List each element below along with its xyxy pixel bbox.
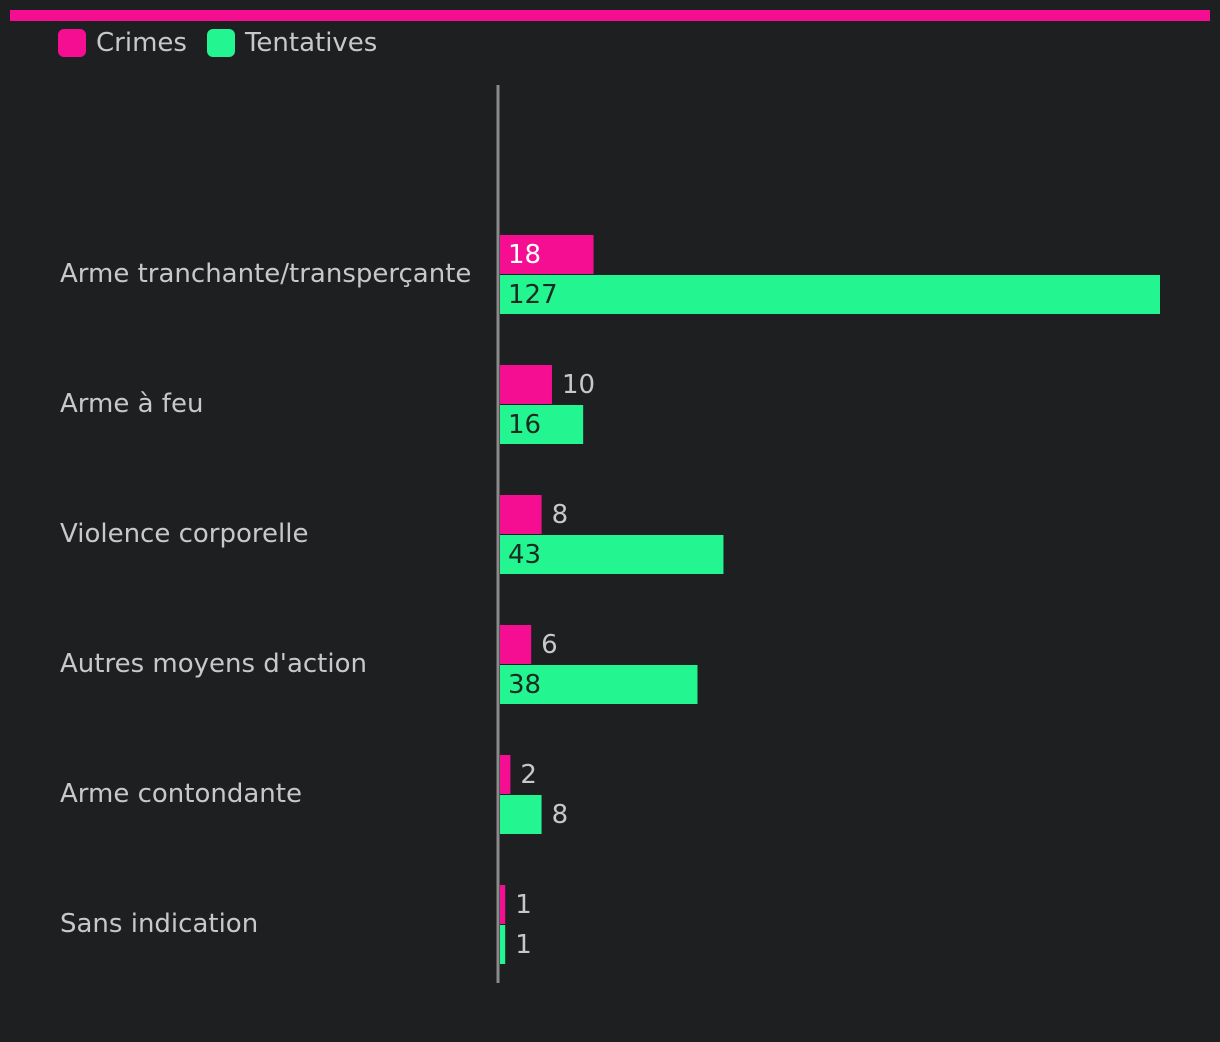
value-label-tentatives-arme-a-feu: 16	[508, 410, 541, 440]
bar-crimes-arme-tranchante-transpercante	[500, 235, 594, 274]
bar-tentatives-arme-tranchante-transpercante	[500, 275, 1160, 314]
category-label-autres-moyens-d-action: Autres moyens d'action	[60, 649, 367, 679]
value-label-crimes-arme-tranchante-transpercante: 18	[508, 240, 541, 270]
legend-label-tentatives: Tentatives	[244, 28, 378, 58]
legend-label-crimes: Crimes	[96, 28, 187, 58]
top-accent-bar	[10, 10, 1210, 21]
value-label-tentatives-arme-contondante: 8	[552, 800, 569, 830]
category-label-arme-a-feu: Arme à feu	[60, 389, 203, 419]
legend-item-tentatives[interactable]: Tentatives	[206, 28, 378, 58]
value-label-tentatives-violence-corporelle: 43	[508, 540, 541, 570]
value-label-crimes-sans-indication: 1	[515, 890, 532, 920]
bar-tentatives-sans-indication	[500, 925, 506, 964]
value-label-tentatives-autres-moyens-d-action: 38	[508, 670, 541, 700]
value-label-crimes-arme-contondante: 2	[520, 760, 537, 790]
category-label-arme-contondante: Arme contondante	[60, 779, 302, 809]
bar-tentatives-violence-corporelle	[500, 535, 724, 574]
value-label-crimes-autres-moyens-d-action: 6	[541, 630, 558, 660]
bar-crimes-autres-moyens-d-action	[500, 625, 532, 664]
bar-crimes-arme-a-feu	[500, 365, 552, 404]
value-label-tentatives-sans-indication: 1	[515, 930, 532, 960]
value-label-crimes-violence-corporelle: 8	[552, 500, 569, 530]
bar-crimes-violence-corporelle	[500, 495, 542, 534]
category-label-violence-corporelle: Violence corporelle	[60, 519, 308, 549]
legend-item-crimes[interactable]: Crimes	[58, 28, 187, 58]
bar-tentatives-arme-a-feu	[500, 405, 584, 444]
value-label-tentatives-arme-tranchante-transpercante: 127	[508, 280, 558, 310]
category-label-sans-indication: Sans indication	[60, 909, 258, 939]
value-label-crimes-arme-a-feu: 10	[562, 370, 595, 400]
bar-crimes-arme-contondante	[500, 755, 511, 794]
legend-swatch-tentatives	[206, 29, 235, 57]
bar-tentatives-arme-contondante	[500, 795, 542, 834]
bar-tentatives-autres-moyens-d-action	[500, 665, 698, 704]
legend-swatch-crimes	[58, 29, 86, 57]
category-label-arme-tranchante-transpercante: Arme tranchante/transperçante	[60, 259, 471, 289]
legend: Crimes Tentatives	[58, 28, 397, 58]
bar-crimes-sans-indication	[500, 885, 506, 924]
